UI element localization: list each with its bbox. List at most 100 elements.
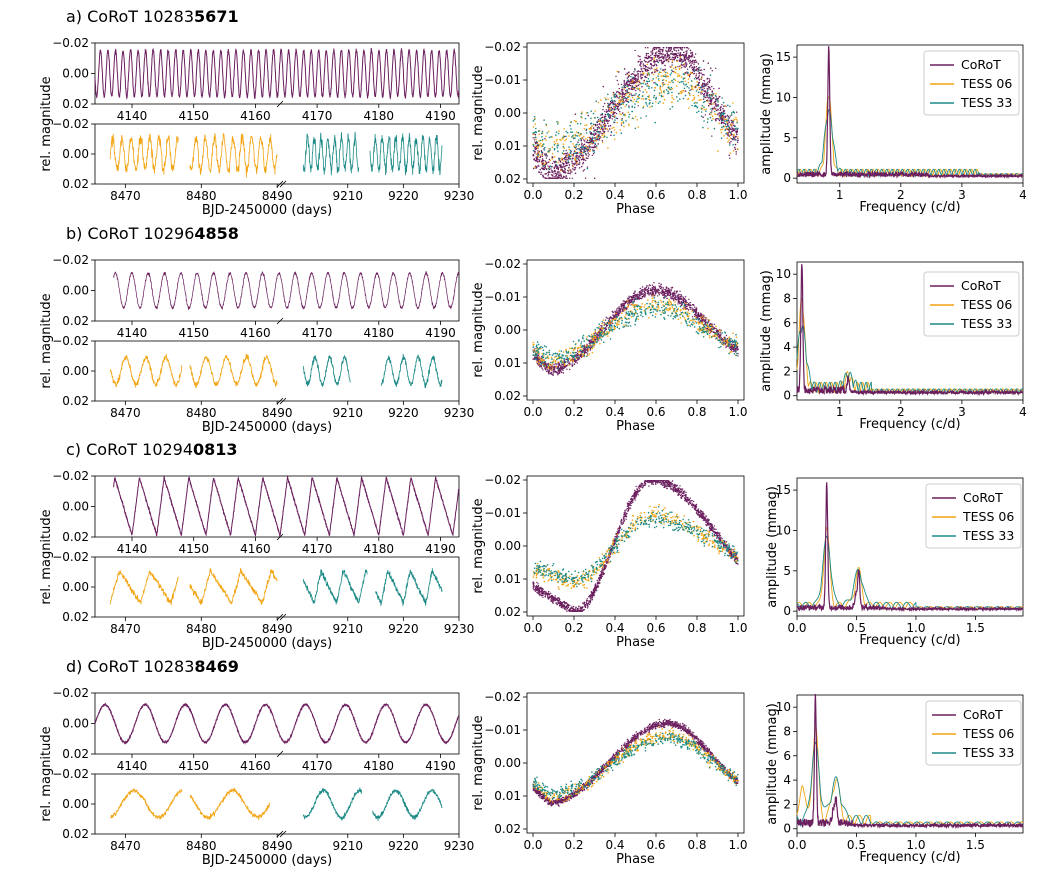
phase-point-tess33 — [540, 132, 543, 135]
phase-point-corot — [605, 124, 607, 127]
phase-point-tess33 — [634, 127, 637, 130]
phase-point-corot — [736, 111, 738, 113]
phase-point-tess06 — [628, 96, 630, 98]
phase-point-tess06 — [705, 108, 707, 111]
phase-point-tess06 — [669, 81, 671, 84]
phase-point-tess06 — [608, 107, 611, 110]
phase-point-corot — [665, 58, 668, 61]
phase-point-corot — [628, 88, 630, 90]
phase-point-corot — [606, 317, 608, 319]
phase-point-tess33 — [620, 107, 622, 109]
phase-point-corot — [591, 154, 594, 156]
phase-point-tess33 — [733, 112, 736, 114]
phase-point-corot — [731, 130, 733, 133]
phase-point-corot — [535, 147, 538, 150]
phase-point-tess33 — [549, 148, 551, 150]
phase-point-tess33 — [722, 101, 725, 104]
phase-point-corot — [604, 119, 606, 122]
phase-point-corot — [653, 282, 655, 284]
phase-point-corot — [694, 306, 696, 308]
phase-point-tess06 — [549, 159, 551, 162]
phase-point-tess06 — [723, 118, 726, 120]
phase-point-corot — [664, 54, 666, 56]
phase-point-corot — [568, 362, 571, 364]
phase-point-tess06 — [658, 94, 661, 96]
phase-point-corot — [612, 322, 614, 325]
phase-point-tess33 — [571, 131, 574, 134]
phase-point-corot — [658, 294, 660, 296]
phase-point-tess06 — [535, 138, 537, 141]
phase-point-tess06 — [545, 139, 547, 142]
phase-point-corot — [576, 352, 579, 355]
row1-phase-x5-label: 1.0 — [728, 405, 747, 419]
phase-point-corot — [618, 306, 620, 308]
phase-point-tess06 — [594, 110, 596, 112]
phase-point-tess33 — [670, 86, 673, 89]
phase-point-tess33 — [665, 89, 668, 91]
phase-point-tess33 — [698, 66, 701, 69]
row-title-id: 4858 — [194, 224, 239, 243]
phase-point-tess06 — [736, 148, 739, 150]
phase-point-corot — [640, 65, 642, 68]
phase-point-corot — [630, 93, 632, 95]
phase-point-corot — [694, 53, 697, 55]
phase-point-corot — [618, 71, 620, 73]
phase-point-tess06 — [654, 87, 657, 89]
phase-point-corot — [709, 99, 711, 101]
phase-point-tess33 — [626, 89, 628, 91]
phase-point-tess33 — [543, 149, 546, 151]
phase-point-corot — [593, 145, 596, 147]
phase-point-tess06 — [581, 151, 584, 154]
phase-point-corot — [645, 286, 648, 289]
phase-point-tess33 — [680, 80, 683, 83]
phase-point-corot — [532, 167, 535, 170]
phase-point-corot — [682, 55, 685, 57]
phase-point-tess33 — [586, 112, 589, 114]
phase-point-tess06 — [719, 128, 722, 131]
phase-point-corot — [696, 67, 698, 70]
phase-point-corot — [565, 161, 567, 163]
phase-point-tess06 — [582, 135, 585, 138]
phase-point-corot — [609, 110, 611, 112]
phase-point-tess06 — [710, 113, 712, 116]
phase-point-tess06 — [626, 93, 628, 95]
phase-point-tess33 — [632, 76, 634, 79]
phase-point-tess06 — [724, 105, 726, 107]
phase-point-corot — [552, 373, 554, 376]
phase-point-corot — [535, 159, 538, 161]
phase-point-corot — [705, 83, 708, 85]
row0-corot-lightcurve — [94, 47, 460, 100]
phase-point-tess33 — [663, 75, 665, 77]
phase-point-corot — [639, 75, 642, 77]
phase-point-tess33 — [693, 78, 696, 80]
phase-point-corot — [626, 77, 628, 79]
phase-point-corot — [601, 116, 604, 119]
phase-point-corot — [644, 295, 646, 297]
phase-point-corot — [580, 140, 582, 142]
phase-point-tess33 — [658, 71, 661, 73]
row1-phase-y4-label: 0.02 — [494, 389, 521, 403]
phase-point-corot — [566, 159, 568, 161]
phase-point-corot — [683, 65, 685, 68]
phase-point-corot — [722, 110, 725, 112]
phase-point-tess33 — [683, 73, 685, 76]
phase-point-corot — [721, 341, 723, 343]
row0-lc-bot-x8480-label: 8480 — [186, 189, 217, 203]
phase-point-tess06 — [606, 128, 609, 130]
phase-point-corot — [539, 168, 541, 171]
phase-point-corot — [688, 60, 690, 62]
row1-lc-bottom-frame — [94, 340, 460, 402]
phase-point-corot — [660, 284, 662, 286]
phase-point-corot — [612, 311, 614, 314]
phase-point-tess33 — [667, 92, 670, 94]
phase-point-corot — [695, 73, 697, 75]
phase-point-corot — [703, 80, 706, 82]
phase-point-tess06 — [571, 154, 574, 156]
phase-point-corot — [647, 67, 649, 69]
phase-point-corot — [653, 48, 656, 51]
phase-point-tess33 — [707, 118, 709, 120]
phase-point-tess06 — [675, 68, 677, 71]
phase-point-tess33 — [603, 135, 606, 138]
phase-point-corot — [605, 316, 607, 318]
phase-point-corot — [737, 138, 739, 140]
